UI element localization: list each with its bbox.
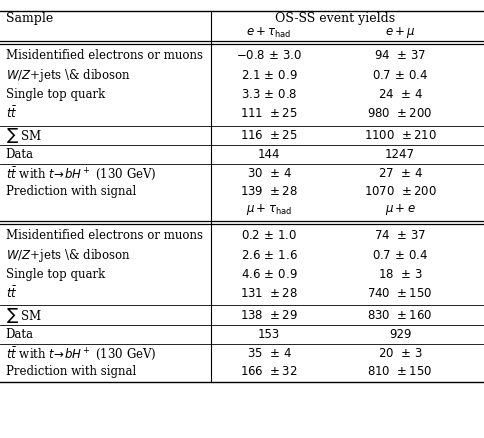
Text: $t\bar{t}$: $t\bar{t}$ [6,106,17,121]
Text: 144: 144 [257,148,280,161]
Text: $18\;\,\pm\, 3$: $18\;\,\pm\, 3$ [377,268,422,281]
Text: $980\;\,\pm 200$: $980\;\,\pm 200$ [366,107,432,120]
Text: $W/Z$+jets \& diboson: $W/Z$+jets \& diboson [6,67,130,84]
Text: $116\;\,\pm 25$: $116\;\,\pm 25$ [240,129,298,141]
Text: $4.6\,\pm\, 0.9$: $4.6\,\pm\, 0.9$ [240,268,297,281]
Text: $166\;\,\pm 32$: $166\;\,\pm 32$ [240,364,298,378]
Text: $94\;\,\pm\, 37$: $94\;\,\pm\, 37$ [373,49,425,62]
Text: Data: Data [6,328,34,341]
Text: $138\;\,\pm 29$: $138\;\,\pm 29$ [240,309,298,321]
Text: Misidentified electrons or muons: Misidentified electrons or muons [6,229,202,242]
Text: Prediction with signal: Prediction with signal [6,364,136,378]
Text: $e + \mu$: $e + \mu$ [384,25,415,40]
Text: $2.6\,\pm\, 1.6$: $2.6\,\pm\, 1.6$ [240,248,297,261]
Text: $\mu + \tau_{\rm had}$: $\mu + \tau_{\rm had}$ [246,202,291,217]
Text: $3.3\,\pm\, 0.8$: $3.3\,\pm\, 0.8$ [241,88,297,101]
Text: OS-SS event yields: OS-SS event yields [274,12,394,25]
Text: $0.7\,\pm\, 0.4$: $0.7\,\pm\, 0.4$ [371,68,427,81]
Text: $\sum$ SM: $\sum$ SM [6,126,42,145]
Text: Misidentified electrons or muons: Misidentified electrons or muons [6,49,202,62]
Text: $131\;\,\pm 28$: $131\;\,\pm 28$ [240,287,298,300]
Text: $2.1\,\pm\, 0.9$: $2.1\,\pm\, 0.9$ [240,68,297,81]
Text: $20\;\,\pm\, 3$: $20\;\,\pm\, 3$ [377,347,422,360]
Text: $35\;\,\pm\, 4$: $35\;\,\pm\, 4$ [246,347,291,360]
Text: 1247: 1247 [384,148,414,161]
Text: $30\;\,\pm\, 4$: $30\;\,\pm\, 4$ [246,167,291,180]
Text: $24\;\,\pm\, 4$: $24\;\,\pm\, 4$ [377,88,422,101]
Text: Sample: Sample [6,12,53,25]
Text: Single top quark: Single top quark [6,268,105,281]
Text: $t\bar{t}$: $t\bar{t}$ [6,286,17,301]
Text: 153: 153 [257,328,280,341]
Text: 929: 929 [388,328,410,341]
Text: $\sum$ SM: $\sum$ SM [6,306,42,325]
Text: $0.2\,\pm\, 1.0$: $0.2\,\pm\, 1.0$ [241,229,297,242]
Text: $t\bar{t}$ with $t\!\to\! bH^+$ (130 GeV): $t\bar{t}$ with $t\!\to\! bH^+$ (130 GeV… [6,166,156,182]
Text: $111\;\,\pm 25$: $111\;\,\pm 25$ [240,107,298,120]
Text: $t\bar{t}$ with $t\!\to\! bH^+$ (130 GeV): $t\bar{t}$ with $t\!\to\! bH^+$ (130 GeV… [6,346,156,362]
Text: $830\;\,\pm 160$: $830\;\,\pm 160$ [366,309,432,321]
Text: $27\;\,\pm\, 4$: $27\;\,\pm\, 4$ [377,167,422,180]
Text: $0.7\,\pm\, 0.4$: $0.7\,\pm\, 0.4$ [371,248,427,261]
Text: $139\;\,\pm 28$: $139\;\,\pm 28$ [240,184,298,198]
Text: $-0.8\,\pm\, 3.0$: $-0.8\,\pm\, 3.0$ [236,49,302,62]
Text: $810\;\,\pm 150$: $810\;\,\pm 150$ [366,364,432,378]
Text: $W/Z$+jets \& diboson: $W/Z$+jets \& diboson [6,247,130,264]
Text: $1100\;\,\pm 210$: $1100\;\,\pm 210$ [363,129,436,141]
Text: Prediction with signal: Prediction with signal [6,184,136,198]
Text: $1070\;\,\pm 200$: $1070\;\,\pm 200$ [363,184,436,198]
Text: $74\;\,\pm\, 37$: $74\;\,\pm\, 37$ [373,229,425,242]
Text: Data: Data [6,148,34,161]
Text: $740\;\,\pm 150$: $740\;\,\pm 150$ [366,287,432,300]
Text: $\mu + e$: $\mu + e$ [384,202,415,217]
Text: Single top quark: Single top quark [6,88,105,101]
Text: $e + \tau_{\rm had}$: $e + \tau_{\rm had}$ [246,26,291,40]
